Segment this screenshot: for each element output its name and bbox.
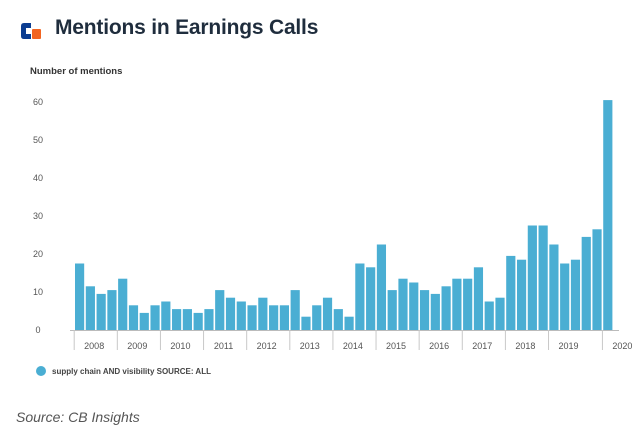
bar [376, 244, 387, 330]
bar [96, 293, 106, 330]
bar [398, 278, 408, 330]
bar [506, 255, 516, 330]
bar [366, 267, 376, 330]
x-tick-label: 2018 [515, 341, 535, 351]
bar [312, 305, 322, 330]
x-tick-label: 2015 [386, 341, 406, 351]
bar [225, 297, 236, 330]
bar [452, 278, 462, 330]
bar [592, 229, 602, 330]
bar [215, 290, 225, 330]
y-tick-label: 60 [33, 97, 43, 107]
x-tick-label: 2011 [214, 341, 233, 351]
x-tick-label: 2009 [127, 341, 147, 351]
bar [107, 290, 117, 330]
bar [333, 309, 343, 330]
y-tick-label: 40 [33, 173, 43, 183]
bar [387, 290, 397, 330]
bar [516, 259, 527, 330]
x-tick-label: 2008 [84, 341, 104, 351]
bar [279, 305, 289, 330]
x-tick-label: 2019 [559, 341, 579, 351]
bar [139, 312, 149, 330]
bar [473, 267, 484, 330]
bar [538, 225, 548, 330]
x-tick-label: 2016 [429, 341, 449, 351]
cb-insights-logo-icon [21, 23, 41, 39]
x-tick-label: 2020 [612, 341, 632, 351]
bar [344, 316, 354, 330]
bar [527, 225, 537, 330]
x-tick-label: 2013 [300, 341, 320, 351]
bar [495, 297, 505, 330]
bar [182, 309, 192, 330]
bar [581, 236, 591, 330]
y-tick-label: 30 [33, 211, 43, 221]
bar [409, 282, 419, 330]
bar [269, 305, 279, 330]
bar [549, 244, 559, 330]
bar [570, 259, 581, 330]
bar [603, 100, 613, 330]
x-tick-label: 2014 [343, 341, 363, 351]
bar [441, 286, 451, 330]
bar [355, 263, 365, 330]
bar [193, 312, 203, 330]
bar [118, 278, 128, 330]
bar [484, 301, 494, 330]
bar [85, 286, 95, 330]
bar [150, 305, 160, 330]
y-tick-label: 20 [33, 249, 43, 259]
bar [247, 305, 257, 330]
bar [258, 297, 268, 330]
bar [322, 297, 333, 330]
bar [419, 290, 430, 330]
y-tick-label: 0 [35, 325, 40, 335]
chart-title: Mentions in Earnings Calls [55, 16, 319, 39]
bar [204, 309, 214, 330]
bar [430, 293, 440, 330]
bar [301, 316, 311, 330]
x-tick-label: 2012 [257, 341, 277, 351]
bar [560, 263, 570, 330]
y-tick-label: 50 [33, 135, 43, 145]
bar [128, 305, 139, 330]
legend-label: supply chain AND visibility SOURCE: ALL [52, 366, 211, 376]
x-tick-label: 2017 [472, 341, 492, 351]
y-tick-label: 10 [33, 287, 43, 297]
bar [290, 290, 300, 330]
legend-marker [36, 366, 46, 376]
bar [236, 301, 246, 330]
bar [161, 301, 171, 330]
y-axis-label: Number of mentions [30, 66, 123, 77]
bar [463, 278, 473, 330]
bar [75, 263, 85, 330]
source-note: Source: CB Insights [16, 409, 140, 425]
x-tick-label: 2010 [170, 341, 190, 351]
bar [172, 309, 182, 330]
legend: supply chain AND visibility SOURCE: ALL [36, 366, 211, 376]
